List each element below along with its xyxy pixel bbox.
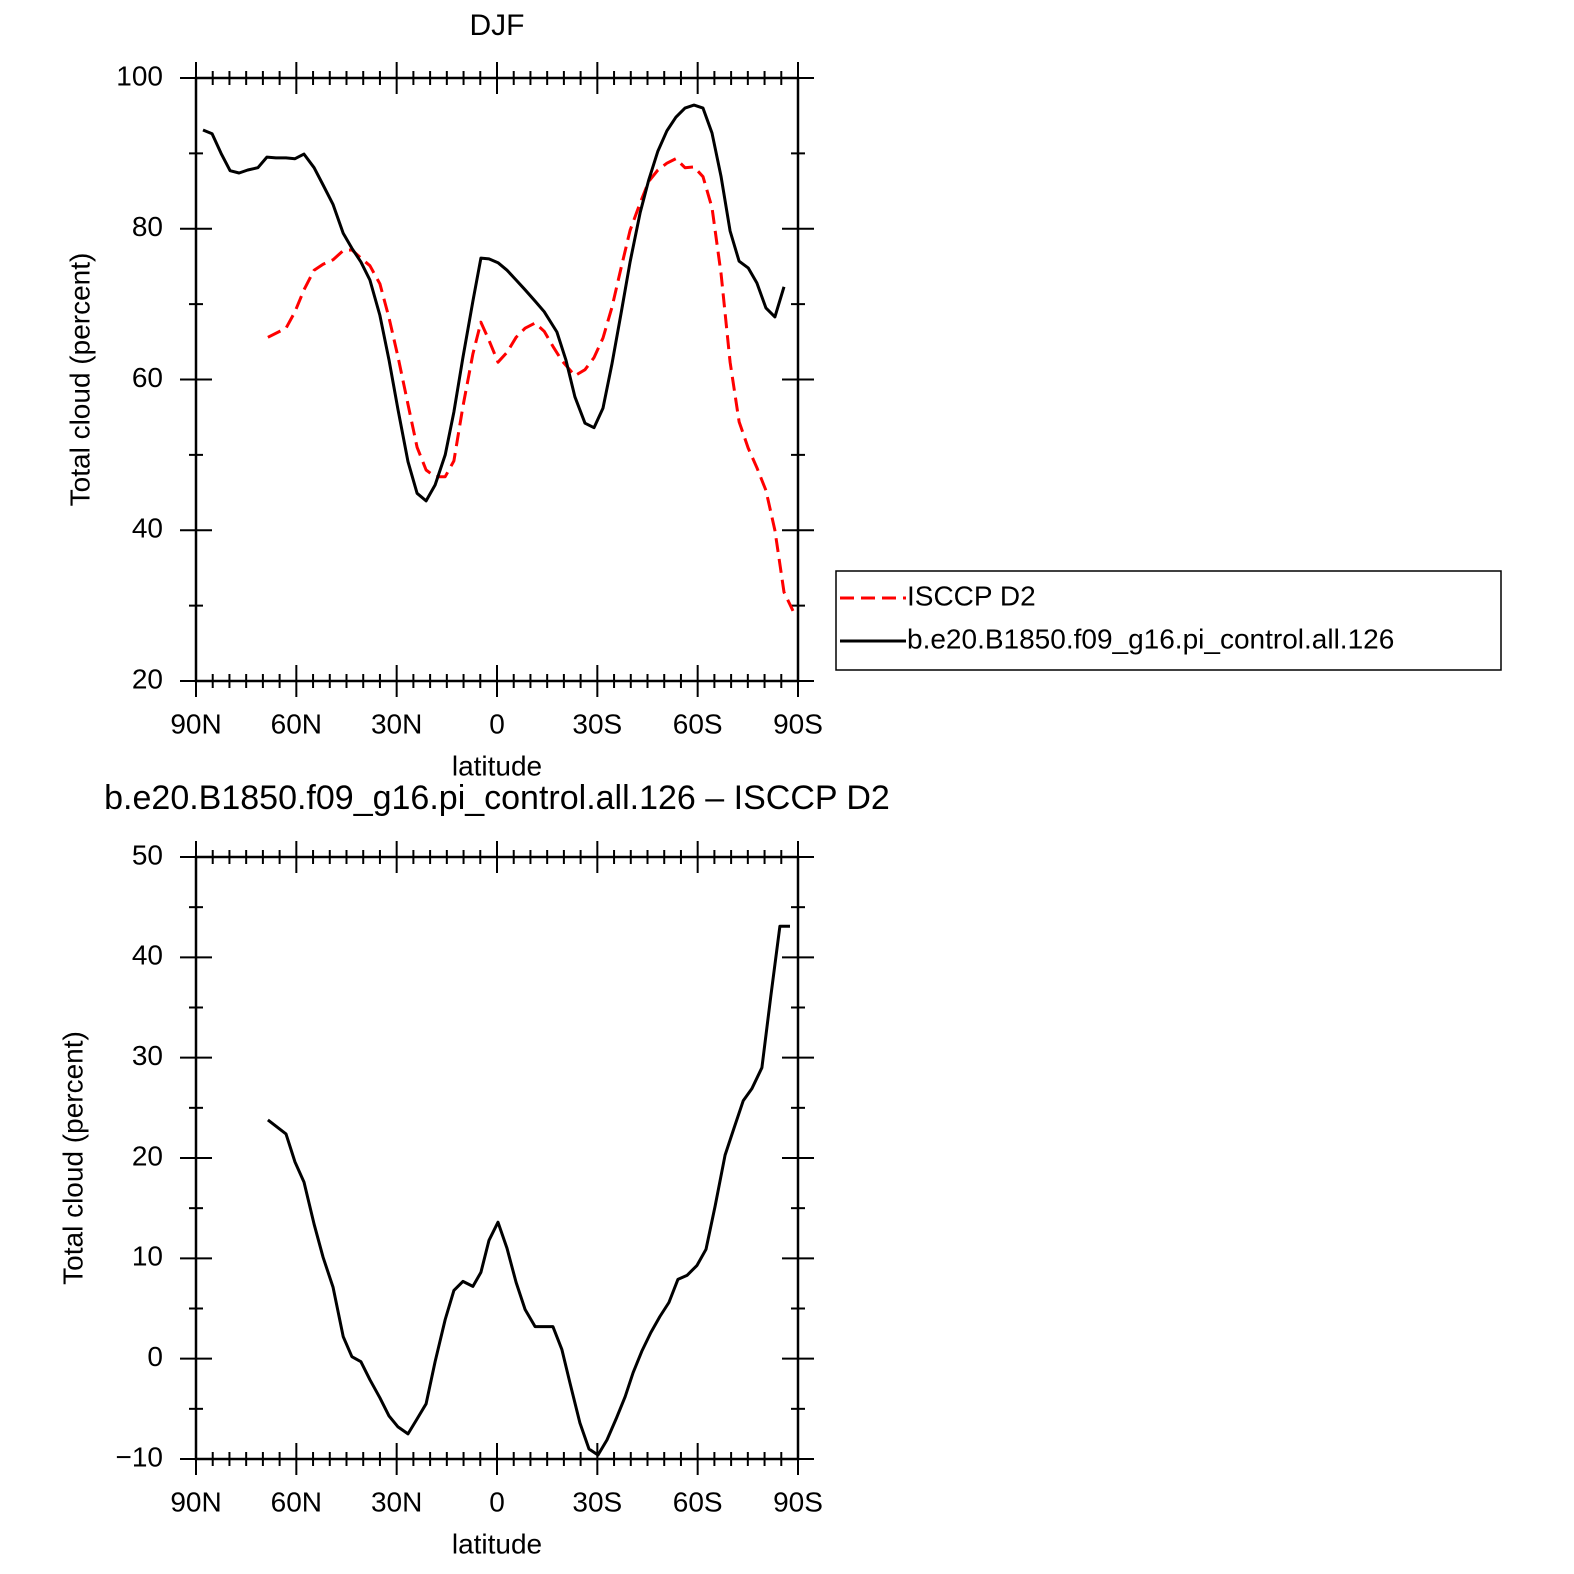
plot-frame — [194, 76, 800, 683]
y-tick-label: −10 — [116, 1441, 164, 1472]
x-tick-label: 30S — [572, 708, 622, 739]
x-tick-label: 60S — [673, 1486, 723, 1517]
plot-frame — [194, 855, 800, 1461]
y-tick-label: 20 — [132, 663, 163, 694]
x-tick-label: 30S — [572, 1486, 622, 1517]
data-line — [267, 157, 795, 612]
y-tick-label: 100 — [116, 60, 163, 91]
data-line — [202, 103, 786, 503]
legend-label: ISCCP D2 — [907, 580, 1036, 611]
chart-title: DJF — [470, 9, 525, 42]
x-tick-label: 60N — [271, 1486, 322, 1517]
y-tick-label: 30 — [132, 1040, 163, 1071]
x-axis-label: latitude — [452, 1528, 542, 1559]
x-tick-label: 30N — [371, 708, 422, 739]
y-tick-label: 40 — [132, 940, 163, 971]
x-tick-label: 30N — [371, 1486, 422, 1517]
chart-title: b.e20.B1850.f09_g16.pi_control.all.126 –… — [104, 779, 890, 817]
legend-label: b.e20.B1850.f09_g16.pi_control.all.126 — [907, 623, 1394, 654]
x-tick-label: 90S — [773, 1486, 823, 1517]
y-tick-label: 50 — [132, 839, 163, 870]
y-axis-label: Total cloud (percent) — [57, 1031, 88, 1285]
x-tick-label: 60S — [673, 708, 723, 739]
x-tick-label: 0 — [489, 708, 505, 739]
y-tick-label: 60 — [132, 362, 163, 393]
x-tick-label: 90N — [170, 708, 221, 739]
y-tick-label: 80 — [132, 211, 163, 242]
y-tick-label: 0 — [147, 1341, 163, 1372]
x-tick-label: 90S — [773, 708, 823, 739]
legend-box — [835, 570, 1502, 671]
y-tick-label: 40 — [132, 513, 163, 544]
panel: DJF latitude Total cloud (percent) 20 40 60 80… — [64, 9, 1502, 781]
x-axis-label: latitude — [452, 750, 542, 781]
x-tick-label: 60N — [271, 708, 322, 739]
y-tick-label: 20 — [132, 1140, 163, 1171]
x-tick-label: 90N — [170, 1486, 221, 1517]
y-axis-label: Total cloud (percent) — [64, 253, 95, 507]
x-tick-label: 0 — [489, 1486, 505, 1517]
legend: ISCCP D2 b.e20.B1850.f09_g16.pi_control.a… — [835, 570, 1502, 671]
y-tick-label: 10 — [132, 1241, 163, 1272]
data-line — [266, 924, 790, 1457]
panel: b.e20.B1850.f09_g16.pi_control.all.126 –… — [57, 779, 889, 1559]
